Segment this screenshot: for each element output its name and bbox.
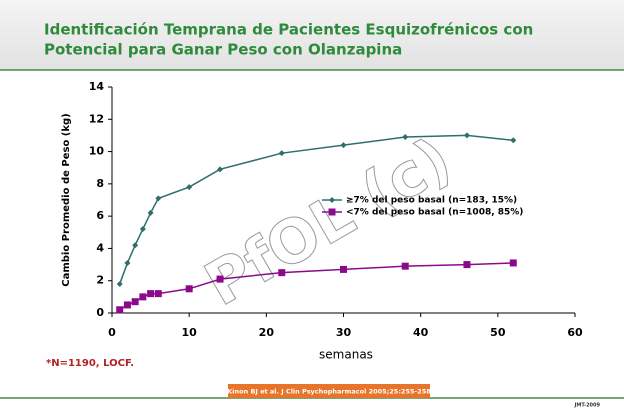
legend-label: <7% del peso basal (n=1008, 85%): [346, 208, 523, 218]
marker: [155, 195, 162, 202]
citation: Kinon BJ et al. J Clin Psychopharmacol 2…: [227, 388, 431, 396]
marker: [340, 265, 347, 273]
marker: [186, 184, 193, 191]
marker: [185, 285, 193, 293]
marker: [510, 137, 517, 144]
y-tick-label: 12: [89, 112, 104, 125]
marker: [147, 290, 155, 298]
marker: [147, 209, 154, 216]
x-tick-label: 60: [567, 326, 583, 339]
marker: [217, 166, 224, 173]
marker: [328, 208, 336, 216]
series-line: [119, 262, 514, 311]
marker: [278, 150, 285, 157]
header-band: [0, 0, 624, 70]
slide-code: JMT-2009: [573, 403, 600, 409]
y-tick-label: 2: [96, 274, 104, 287]
marker: [154, 290, 162, 298]
y-tick-label: 8: [96, 177, 104, 190]
y-axis-label: Cambio Promedio de Peso (kg): [61, 113, 72, 287]
x-tick-label: 0: [108, 326, 116, 339]
legend-label: ≥7% del peso basal (n=183, 15%): [346, 196, 517, 206]
marker: [463, 132, 470, 139]
y-tick-label: 0: [96, 306, 104, 319]
marker: [123, 301, 131, 309]
x-tick-label: 10: [182, 326, 198, 339]
x-tick-label: 20: [259, 326, 275, 339]
y-tick-label: 6: [96, 209, 104, 222]
marker: [340, 142, 347, 149]
marker: [401, 262, 409, 270]
marker: [402, 134, 409, 141]
marker: [216, 275, 224, 283]
y-tick-label: 14: [89, 80, 105, 93]
marker: [124, 259, 131, 266]
y-tick-label: 4: [96, 241, 104, 254]
marker: [463, 261, 471, 269]
marker: [116, 306, 124, 314]
x-tick-label: 40: [413, 326, 429, 339]
x-tick-label: 50: [490, 326, 506, 339]
marker: [278, 269, 286, 277]
x-axis-label: semanas: [319, 348, 373, 362]
y-tick-label: 10: [89, 145, 105, 158]
watermark: PfOL (c): [194, 124, 463, 320]
marker: [139, 293, 147, 301]
footnote: *N=1190, LOCF.: [46, 358, 134, 369]
title-line: Identificación Temprana de Pacientes Esq…: [44, 21, 533, 39]
marker: [139, 226, 146, 233]
marker: [116, 280, 123, 287]
marker: [132, 242, 139, 249]
marker: [131, 298, 139, 306]
x-tick-label: 30: [336, 326, 352, 339]
title-line: Potencial para Ganar Peso con Olanzapina: [44, 41, 402, 59]
citation-box: [228, 384, 430, 398]
marker: [509, 259, 517, 267]
marker: [329, 197, 335, 203]
